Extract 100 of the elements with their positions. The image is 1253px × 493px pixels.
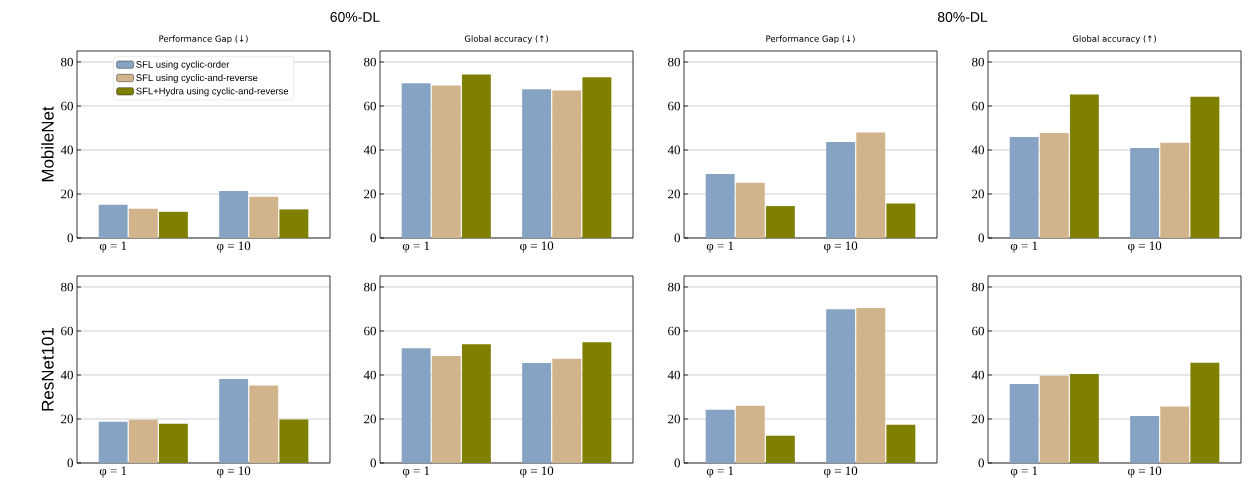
bar	[1039, 133, 1069, 238]
y-tick-label: 60	[61, 101, 73, 111]
bar	[128, 208, 158, 238]
bar	[461, 74, 491, 238]
y-axis-title: MobileNet	[41, 106, 54, 182]
y-tick-label: 0	[67, 458, 73, 468]
chart-title: Global accuracy (↑)	[464, 35, 548, 44]
bar	[158, 211, 188, 238]
bar	[582, 342, 612, 463]
y-tick-label: 0	[370, 458, 376, 468]
x-tick-label: φ = 1	[402, 466, 430, 478]
bar	[219, 190, 249, 238]
bar	[158, 423, 188, 463]
x-tick-label: φ = 1	[99, 241, 127, 253]
chart-title: Performance Gap (↓)	[766, 35, 855, 44]
bar	[98, 421, 128, 463]
y-tick-label: 40	[667, 145, 680, 155]
y-tick-label: 40	[971, 145, 984, 155]
bar	[1130, 148, 1160, 238]
legend-label: SFL using cyclic-order	[136, 60, 230, 70]
y-tick-label: 80	[972, 282, 984, 292]
y-tick-label: 20	[972, 414, 984, 424]
chart-title: Global accuracy (↑)	[1072, 35, 1156, 44]
x-tick-label: φ = 1	[402, 241, 430, 253]
x-tick-label: φ = 1	[706, 466, 734, 478]
text: 60%-DL	[330, 12, 380, 22]
bar	[552, 90, 582, 238]
y-tick-label: 20	[668, 189, 680, 199]
y-tick-label: 40	[60, 145, 73, 155]
y-tick-label: 20	[61, 414, 73, 424]
y-tick-label: 20	[668, 414, 680, 424]
y-tick-label: 0	[674, 233, 680, 243]
y-tick-label: 20	[364, 189, 376, 199]
y-tick-label: 80	[668, 57, 680, 67]
bar	[461, 344, 491, 463]
y-tick-label: 20	[364, 414, 376, 424]
bar	[826, 309, 856, 463]
bar	[886, 203, 916, 238]
bar	[552, 358, 582, 463]
y-tick-label: 60	[364, 101, 376, 111]
bar	[856, 307, 886, 463]
y-tick-label: 40	[363, 370, 376, 380]
bar	[1069, 373, 1099, 463]
bar	[1190, 96, 1220, 238]
bar	[431, 85, 461, 238]
y-tick-label: 80	[61, 57, 73, 67]
bar	[401, 83, 431, 238]
y-tick-label: 0	[674, 458, 680, 468]
y-tick-label: 40	[60, 370, 73, 380]
bar	[1160, 142, 1190, 238]
x-tick-label: φ = 1	[99, 466, 127, 478]
bar	[1069, 94, 1099, 238]
y-tick-label: 20	[972, 189, 984, 199]
y-tick-label: 0	[67, 233, 73, 243]
bar	[705, 173, 735, 238]
bar	[522, 363, 552, 463]
y-tick-label: 60	[364, 326, 376, 336]
bar	[735, 405, 765, 463]
bar	[279, 419, 309, 463]
x-tick-label: φ = 1	[1010, 241, 1038, 253]
y-tick-label: 20	[61, 189, 73, 199]
bar	[98, 204, 128, 238]
y-tick-label: 80	[61, 282, 73, 292]
x-tick-label: φ = 10	[217, 241, 251, 253]
legend-label: SFL+Hydra using cyclic-and-reverse	[136, 87, 289, 97]
y-tick-label: 80	[668, 282, 680, 292]
x-tick-label: φ = 10	[1128, 241, 1162, 253]
y-tick-label: 60	[972, 101, 984, 111]
legend-label: SFL using cyclic-and-reverse	[136, 74, 258, 83]
y-tick-label: 60	[972, 326, 984, 336]
x-tick-label: φ = 1	[706, 241, 734, 253]
bar	[401, 348, 431, 463]
bar	[1009, 384, 1039, 463]
y-tick-label: 60	[668, 326, 680, 336]
y-tick-label: 40	[363, 145, 376, 155]
y-tick-label: 40	[971, 370, 984, 380]
x-tick-label: φ = 10	[1128, 466, 1162, 478]
bar	[826, 142, 856, 238]
bar	[735, 182, 765, 238]
bar	[1130, 415, 1160, 463]
bar	[128, 419, 158, 463]
x-tick-label: φ = 10	[520, 241, 554, 253]
bar	[249, 385, 279, 463]
y-tick-label: 80	[972, 57, 984, 67]
bar	[1039, 375, 1069, 463]
bar	[1009, 137, 1039, 238]
y-tick-label: 60	[61, 326, 73, 336]
x-tick-label: φ = 10	[217, 466, 251, 478]
bar	[249, 196, 279, 238]
bar	[856, 132, 886, 238]
chart-title: Performance Gap (↓)	[159, 35, 248, 44]
bar	[765, 435, 795, 463]
y-tick-label: 80	[364, 282, 376, 292]
y-tick-label: 0	[978, 233, 984, 243]
bar	[582, 77, 612, 238]
bar	[1190, 362, 1220, 463]
x-tick-label: φ = 1	[1010, 466, 1038, 478]
bar	[765, 206, 795, 238]
bar	[522, 89, 552, 238]
bar	[1160, 406, 1190, 463]
